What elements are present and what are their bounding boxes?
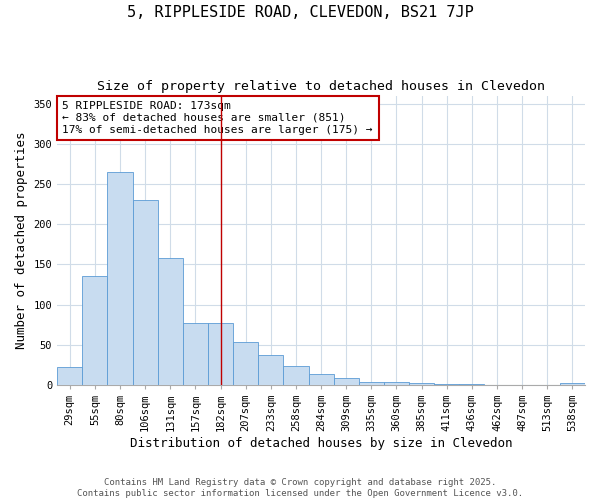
Bar bbox=[334, 378, 359, 385]
Y-axis label: Number of detached properties: Number of detached properties bbox=[15, 132, 28, 349]
Bar bbox=[308, 374, 334, 385]
Title: Size of property relative to detached houses in Clevedon: Size of property relative to detached ho… bbox=[97, 80, 545, 93]
Text: 5, RIPPLESIDE ROAD, CLEVEDON, BS21 7JP: 5, RIPPLESIDE ROAD, CLEVEDON, BS21 7JP bbox=[127, 5, 473, 20]
Bar bbox=[107, 172, 133, 385]
X-axis label: Distribution of detached houses by size in Clevedon: Distribution of detached houses by size … bbox=[130, 437, 512, 450]
Bar bbox=[460, 384, 484, 385]
Bar bbox=[133, 200, 158, 385]
Text: 5 RIPPLESIDE ROAD: 173sqm
← 83% of detached houses are smaller (851)
17% of semi: 5 RIPPLESIDE ROAD: 173sqm ← 83% of detac… bbox=[62, 102, 373, 134]
Text: Contains HM Land Registry data © Crown copyright and database right 2025.
Contai: Contains HM Land Registry data © Crown c… bbox=[77, 478, 523, 498]
Bar bbox=[560, 384, 585, 385]
Bar bbox=[384, 382, 409, 385]
Bar bbox=[57, 367, 82, 385]
Bar bbox=[82, 276, 107, 385]
Bar bbox=[233, 342, 258, 385]
Bar bbox=[208, 323, 233, 385]
Bar bbox=[434, 384, 460, 385]
Bar bbox=[359, 382, 384, 385]
Bar bbox=[258, 355, 283, 385]
Bar bbox=[409, 382, 434, 385]
Bar bbox=[183, 323, 208, 385]
Bar bbox=[283, 366, 308, 385]
Bar bbox=[158, 258, 183, 385]
